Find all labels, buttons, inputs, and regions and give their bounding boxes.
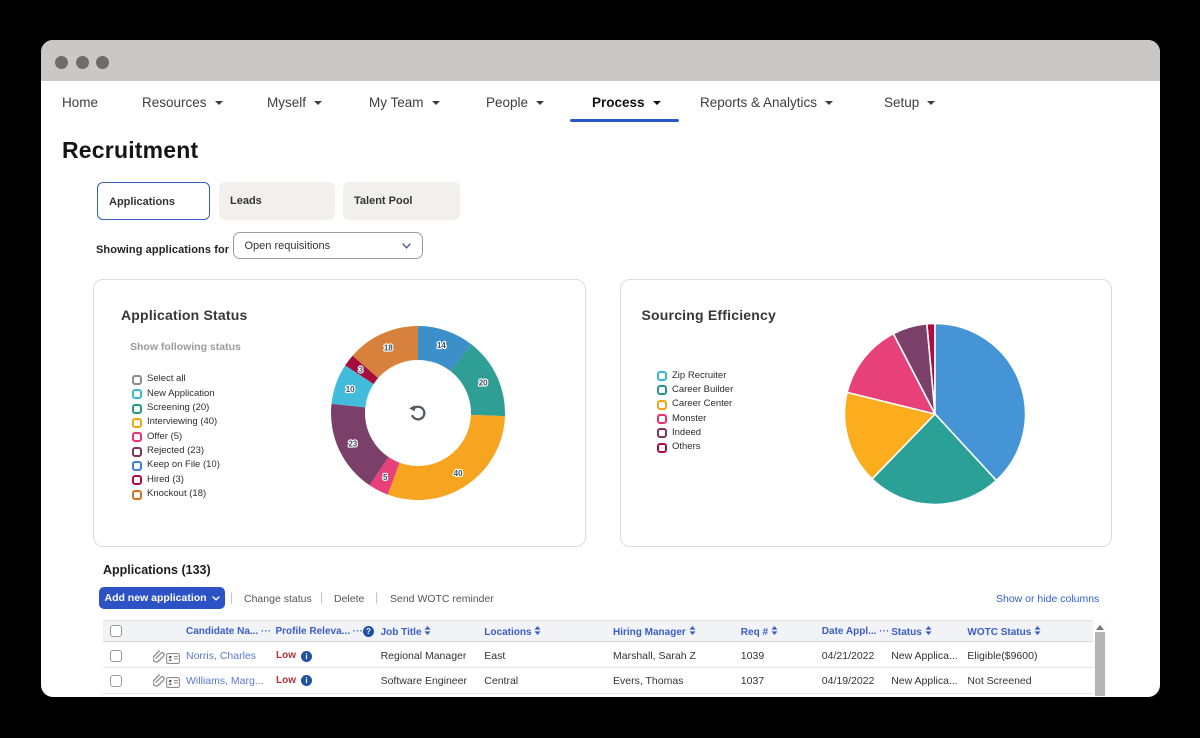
svg-text:14: 14 (437, 340, 446, 349)
svg-text:10: 10 (346, 384, 355, 393)
svg-text:18: 18 (384, 343, 393, 352)
svg-text:3: 3 (359, 365, 364, 374)
svg-text:5: 5 (383, 473, 388, 482)
svg-text:20: 20 (479, 378, 488, 387)
svg-text:23: 23 (349, 439, 358, 448)
svg-text:40: 40 (454, 468, 463, 477)
